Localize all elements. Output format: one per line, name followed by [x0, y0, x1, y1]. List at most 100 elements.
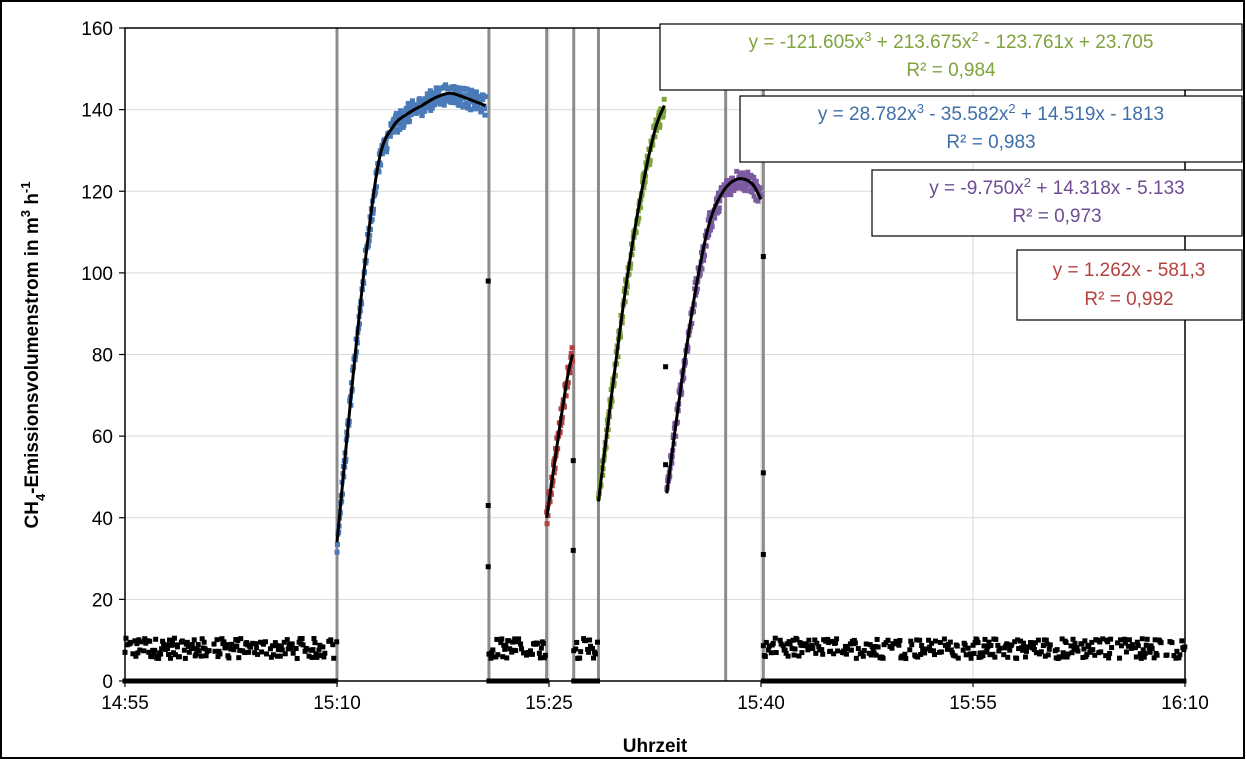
- baseline-point: [216, 648, 222, 654]
- baseline-point: [294, 655, 300, 661]
- series-point: [569, 345, 575, 351]
- baseline-point: [770, 640, 776, 646]
- baseline-point: [847, 641, 853, 647]
- baseline-point: [317, 642, 323, 648]
- equation-box-red-frame: [1016, 249, 1243, 321]
- series-point: [709, 220, 715, 226]
- equation-red: y = 1.262x - 581,3: [1053, 260, 1206, 281]
- baseline-point: [1057, 654, 1063, 660]
- equation-box-red: y = 1.262x - 581,3 R² = 0,992: [1016, 249, 1243, 321]
- baseline-point: [1179, 638, 1185, 644]
- series-point: [441, 102, 447, 108]
- baseline-point: [267, 646, 273, 652]
- baseline-point: [1126, 637, 1132, 643]
- baseline-point: [1007, 647, 1013, 653]
- series-point: [407, 118, 413, 124]
- baseline-point: [223, 645, 229, 651]
- x-tick-label: 16:10: [1161, 693, 1209, 714]
- fit-curves: [335, 91, 763, 543]
- equation-box-purple: y = -9.750x2 + 14.318x - 5.133 R² = 0,97…: [871, 169, 1243, 237]
- equation-box-blue: y = 28.782x3 - 35.582x2 + 14.519x - 1813…: [739, 95, 1243, 163]
- baseline-point: [944, 646, 950, 652]
- baseline-point: [262, 639, 268, 645]
- series-point: [384, 149, 390, 155]
- baseline-point: [237, 647, 243, 653]
- baseline-point: [186, 649, 192, 655]
- baseline-point: [880, 655, 886, 661]
- baseline-point: [948, 647, 954, 653]
- baseline-point: [185, 643, 191, 649]
- y-tick-label: 60: [92, 427, 113, 448]
- baseline-point: [166, 651, 172, 657]
- baseline-point: [952, 653, 958, 659]
- baseline-point: [995, 642, 1001, 648]
- baseline-point: [1064, 654, 1070, 660]
- series-point: [380, 148, 386, 154]
- baseline-point: [130, 651, 136, 657]
- baseline-point: [937, 639, 943, 645]
- series-point: [383, 141, 389, 147]
- baseline-point: [852, 640, 858, 646]
- baseline-point: [834, 636, 840, 642]
- baseline-point: [146, 649, 152, 655]
- baseline-point: [1035, 637, 1041, 643]
- baseline-point: [1015, 637, 1021, 643]
- series-point: [635, 219, 641, 225]
- series-point: [456, 85, 462, 91]
- series-point: [734, 168, 740, 174]
- baseline-point: [196, 648, 202, 654]
- baseline-point: [971, 650, 977, 656]
- x-tick-label: 14:55: [101, 693, 149, 714]
- baseline-point: [164, 642, 170, 648]
- equation-purple: y = -9.750x2 + 14.318x - 5.133: [929, 175, 1184, 199]
- baseline-point: [167, 637, 173, 643]
- baseline-point: [797, 640, 803, 646]
- baseline-point: [809, 643, 815, 649]
- baseline-point: [1016, 646, 1022, 652]
- baseline-point: [586, 649, 592, 655]
- baseline-point: [279, 647, 285, 653]
- baseline-point: [1121, 636, 1127, 642]
- baseline-point: [263, 651, 269, 657]
- baseline-point: [1118, 637, 1124, 643]
- baseline-point: [300, 642, 306, 648]
- baseline-point: [851, 637, 857, 643]
- baseline-point: [1022, 644, 1028, 650]
- baseline-point: [843, 651, 849, 657]
- series-point: [701, 257, 707, 263]
- baseline-point: [1108, 636, 1114, 642]
- baseline-point: [1059, 636, 1065, 642]
- baseline-point: [914, 637, 920, 643]
- series-point: [378, 162, 384, 168]
- baseline-point: [211, 641, 217, 647]
- baseline-point: [1023, 654, 1029, 660]
- series-point: [408, 107, 414, 113]
- baseline-point: [783, 650, 789, 656]
- baseline-point: [494, 636, 500, 642]
- baseline-point: [578, 649, 584, 655]
- baseline-point: [134, 641, 140, 647]
- x-tick-label: 15:25: [525, 693, 573, 714]
- baseline-point: [141, 648, 147, 654]
- baseline-point: [250, 640, 256, 646]
- series-point: [406, 114, 412, 120]
- baseline-point: [190, 646, 196, 652]
- baseline-point: [133, 653, 139, 659]
- baseline-point: [1068, 643, 1074, 649]
- baseline-point: [947, 639, 953, 645]
- series-point: [705, 217, 711, 223]
- baseline-point: [573, 646, 579, 652]
- baseline-point: [320, 644, 326, 650]
- baseline-point: [1092, 652, 1098, 658]
- series-point: [471, 95, 477, 101]
- baseline-point: [1105, 639, 1111, 645]
- y-axis-title-main: CH: [22, 501, 43, 528]
- baseline-point: [168, 642, 174, 648]
- series-point: [473, 89, 479, 95]
- series-point: [637, 205, 643, 211]
- baseline-point: [938, 649, 944, 655]
- series-point: [408, 112, 414, 118]
- baseline-point: [1169, 640, 1175, 646]
- baseline-point: [1021, 640, 1027, 646]
- series-point: [661, 108, 667, 114]
